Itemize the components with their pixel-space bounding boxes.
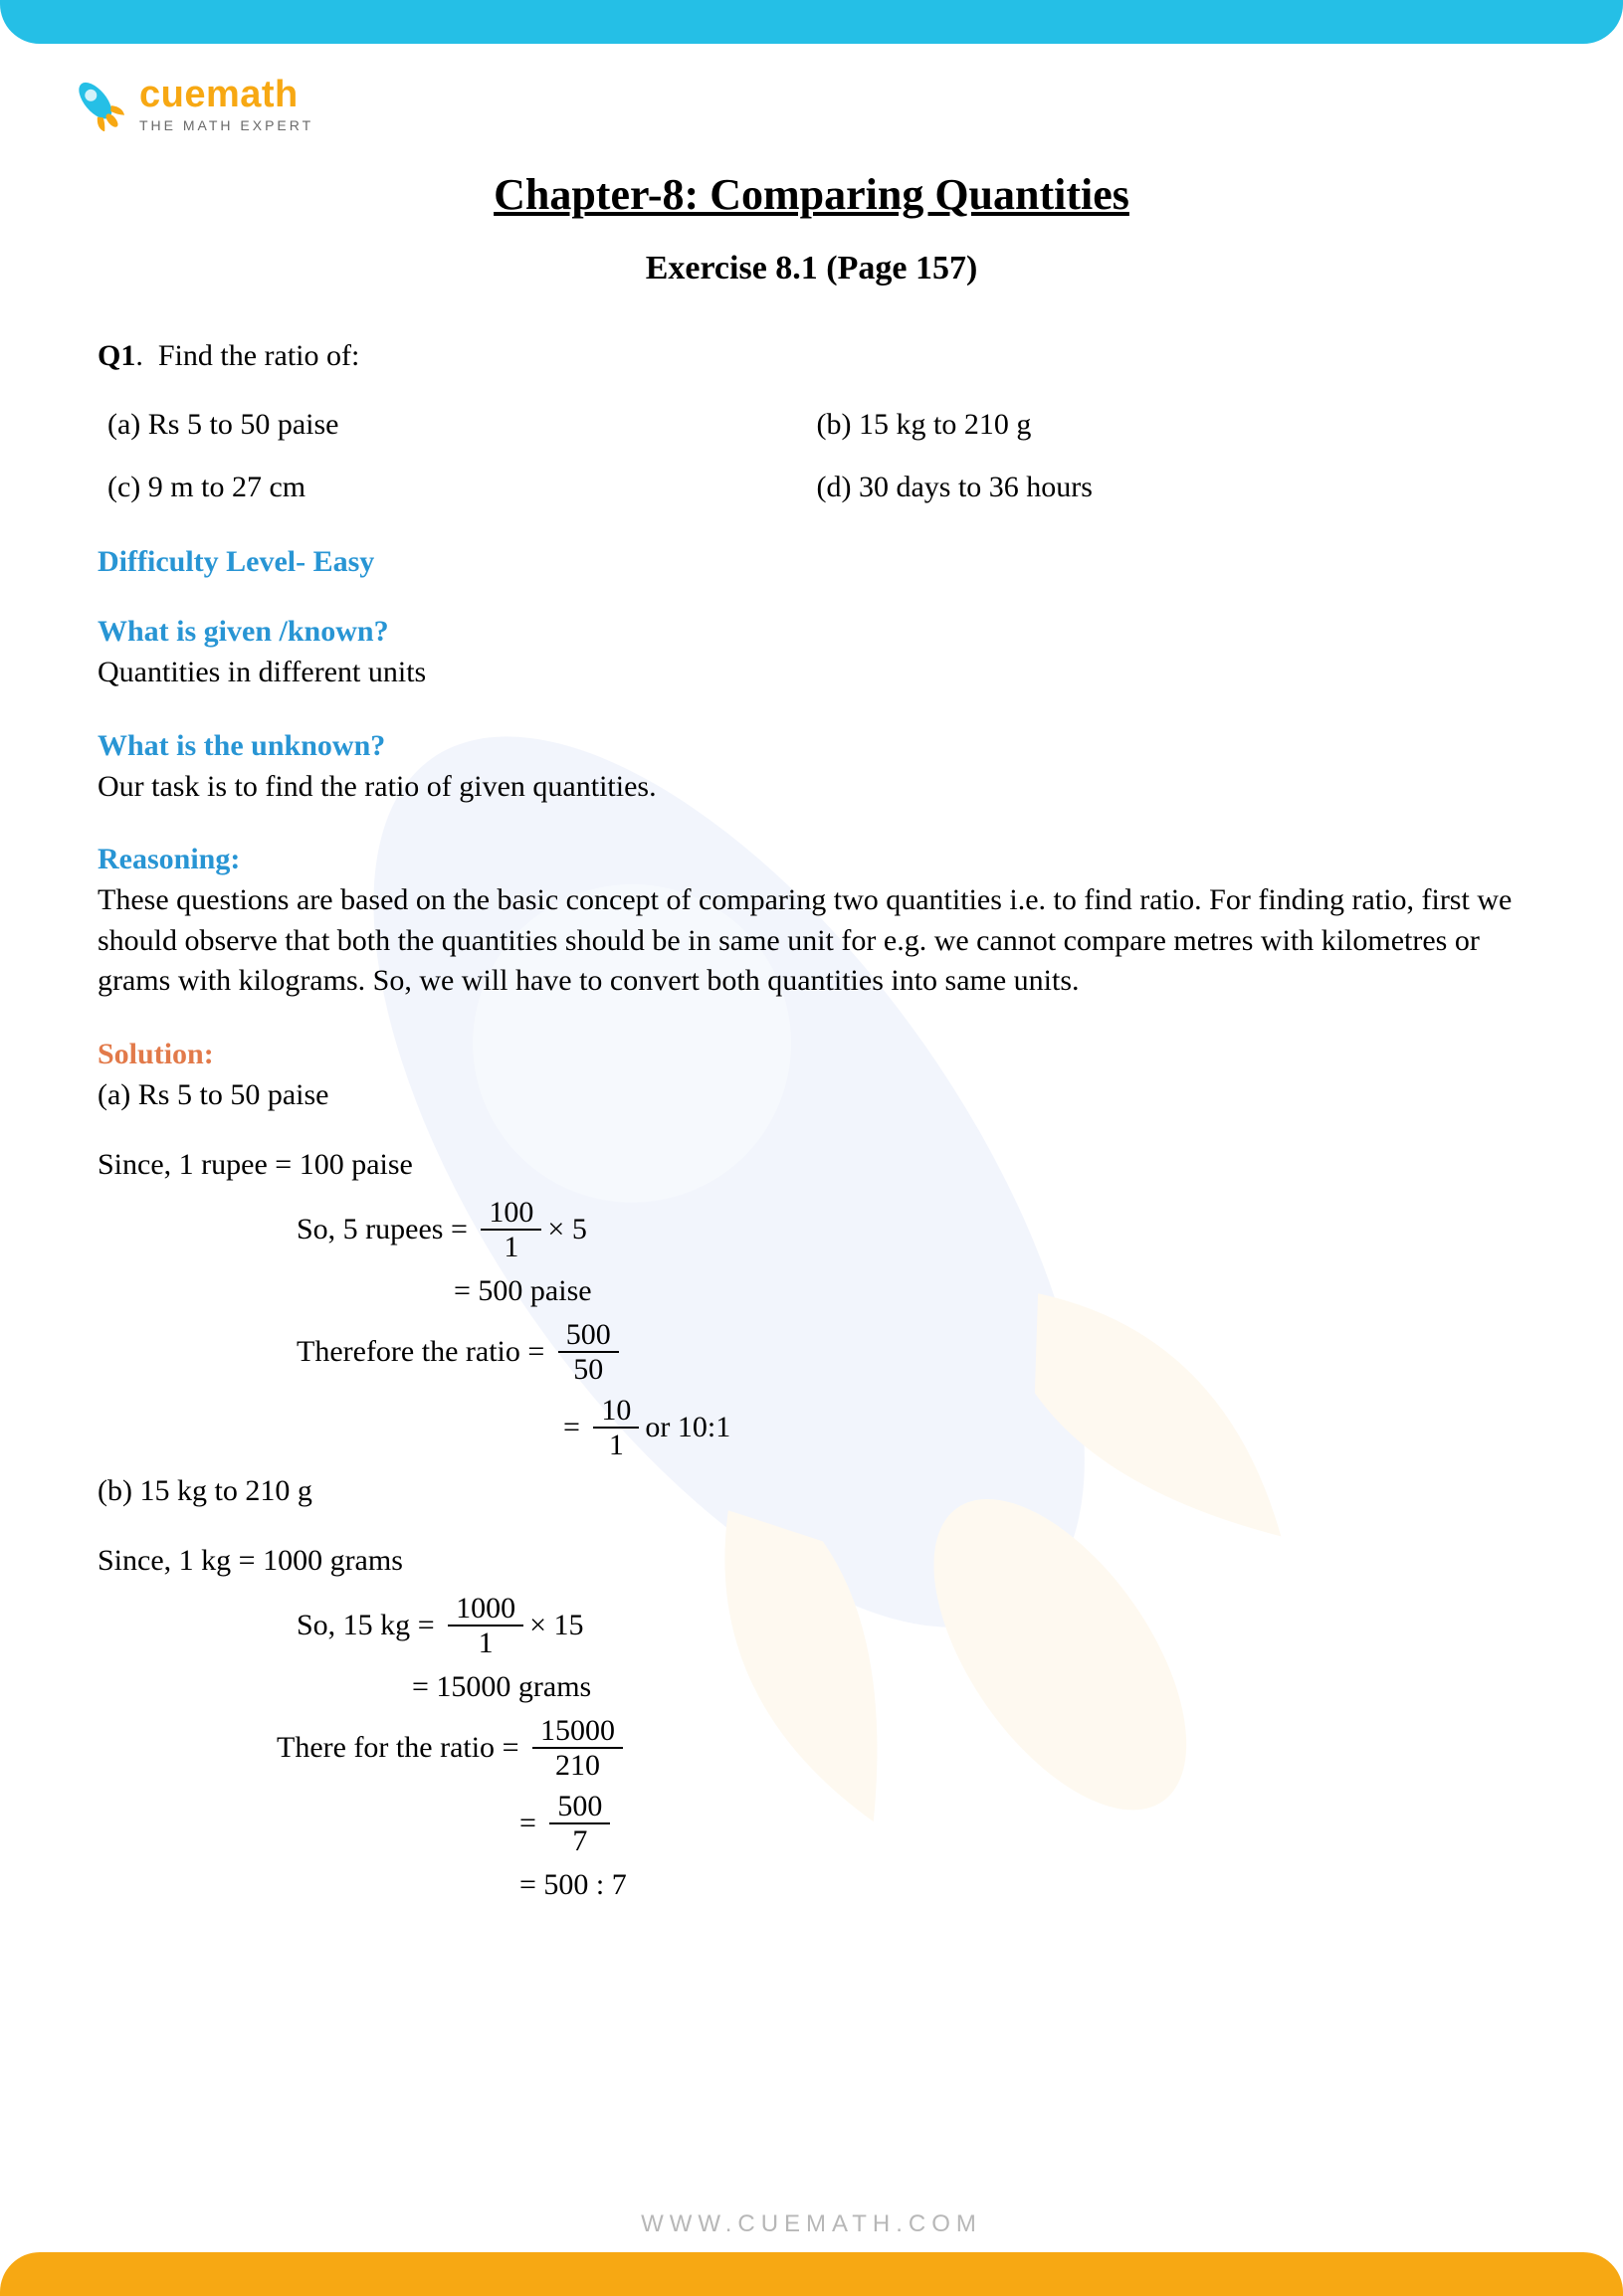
step-prefix: So, 5 rupees — [297, 1210, 443, 1248]
solution-b-label: (b) 15 kg to 210 g — [98, 1471, 1525, 1512]
document-page: cuemath THE MATH EXPERT Chapter-8: Compa… — [0, 0, 1623, 2296]
footer-url: WWW.CUEMATH.COM — [0, 2210, 1623, 2238]
option-c: (c) 9 m to 27 cm — [98, 465, 817, 509]
brand-logo: cuemath THE MATH EXPERT — [72, 76, 313, 133]
brand-name: cuemath — [139, 76, 313, 113]
solution-a-math: So, 5 rupees = 100 1 × 5 = 500 paise The… — [297, 1196, 1525, 1461]
option-a: (a) Rs 5 to 50 paise — [98, 402, 817, 447]
brand-tagline: THE MATH EXPERT — [139, 117, 313, 133]
rocket-icon — [72, 78, 125, 131]
ratio-prefix: Therefore the ratio — [297, 1332, 520, 1371]
difficulty-heading: Difficulty Level- Easy — [98, 545, 1525, 579]
reasoning-text: These questions are based on the basic c… — [98, 880, 1525, 1002]
solution-b-math: So, 15 kg = 1000 1 × 15 = 15000 grams Th… — [297, 1592, 1525, 1904]
top-accent-bar — [0, 0, 1623, 44]
fraction: 500 7 — [549, 1790, 610, 1857]
reasoning-heading: Reasoning: — [98, 843, 1525, 876]
step-suffix: × 5 — [547, 1210, 586, 1248]
exercise-title: Exercise 8.1 (Page 157) — [98, 250, 1525, 287]
question-label: Q1 — [98, 339, 135, 372]
step-value: = 15000 grams — [412, 1667, 591, 1706]
result-suffix: or 10:1 — [645, 1408, 730, 1446]
question-prompt: Q1. Find the ratio of: — [98, 333, 1525, 378]
solution-a-label: (a) Rs 5 to 50 paise — [98, 1075, 1525, 1116]
fraction: 15000 210 — [532, 1714, 623, 1782]
option-d: (d) 30 days to 36 hours — [817, 465, 1526, 509]
page-content: Chapter-8: Comparing Quantities Exercise… — [98, 169, 1525, 2197]
result-text: = 500 : 7 — [519, 1865, 627, 1904]
ratio-prefix: There for the ratio — [277, 1728, 495, 1767]
step-prefix: So, 15 kg — [297, 1606, 410, 1644]
solution-b-conversion: Since, 1 kg = 1000 grams — [98, 1541, 1525, 1582]
fraction: 1000 1 — [448, 1592, 523, 1659]
given-heading: What is given /known? — [98, 615, 1525, 649]
fraction: 100 1 — [481, 1196, 541, 1263]
option-b: (b) 15 kg to 210 g — [817, 402, 1526, 447]
options-row-2: (c) 9 m to 27 cm (d) 30 days to 36 hours — [98, 465, 1525, 509]
fraction: 10 1 — [593, 1394, 639, 1461]
options-row-1: (a) Rs 5 to 50 paise (b) 15 kg to 210 g — [98, 402, 1525, 447]
bottom-accent-bar — [0, 2252, 1623, 2296]
step-value: = 500 paise — [454, 1271, 592, 1310]
step-suffix: × 15 — [529, 1606, 583, 1644]
chapter-title: Chapter-8: Comparing Quantities — [98, 169, 1525, 220]
given-text: Quantities in different units — [98, 653, 1525, 693]
unknown-text: Our task is to find the ratio of given q… — [98, 767, 1525, 808]
solution-heading: Solution: — [98, 1038, 1525, 1071]
solution-a-conversion: Since, 1 rupee = 100 paise — [98, 1145, 1525, 1186]
unknown-heading: What is the unknown? — [98, 729, 1525, 763]
fraction: 500 50 — [558, 1318, 619, 1386]
question-text: Find the ratio of: — [158, 339, 359, 372]
